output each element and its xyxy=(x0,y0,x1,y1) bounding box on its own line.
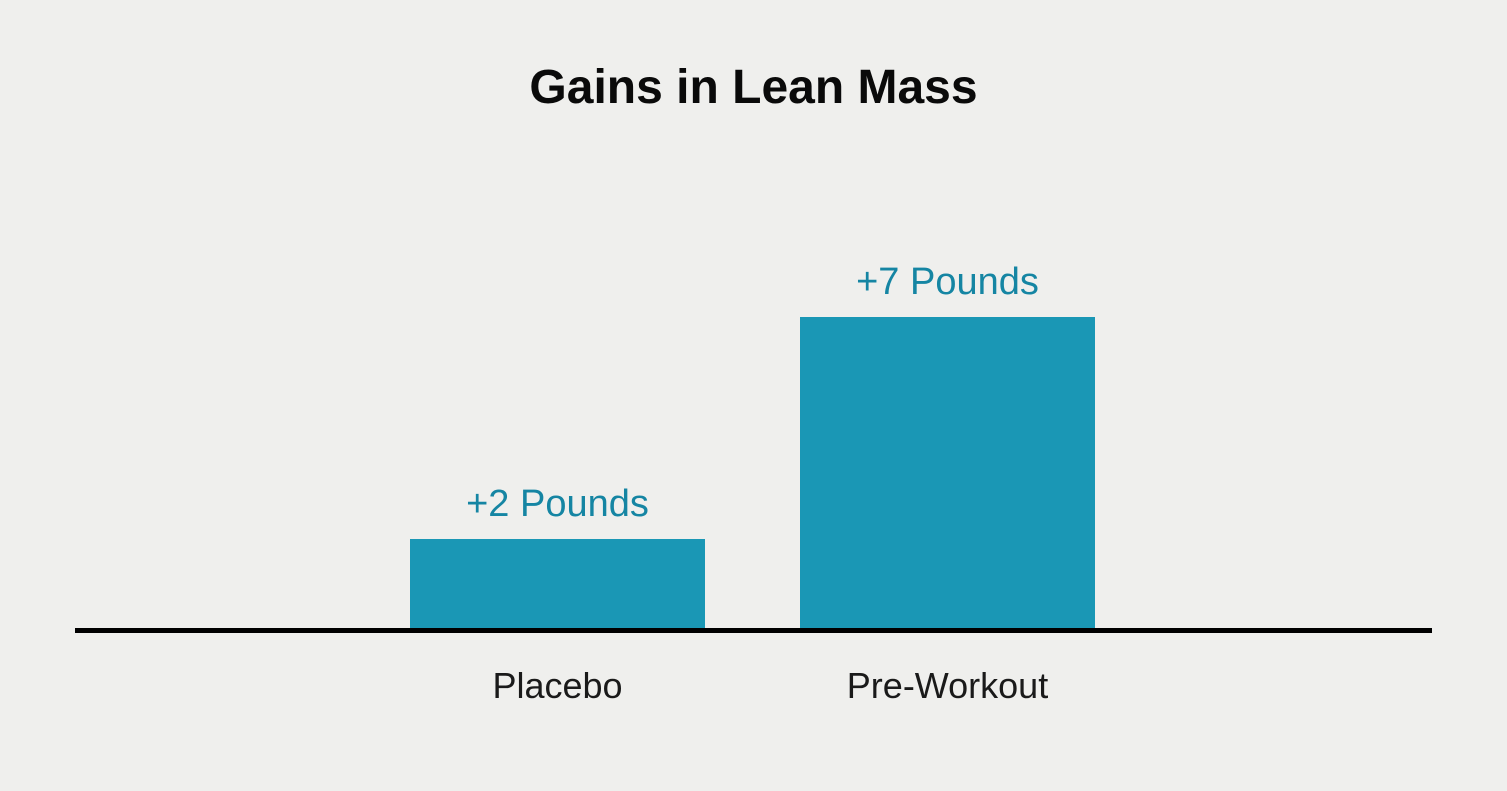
value-label: +7 Pounds xyxy=(800,261,1095,304)
bar-pre-workout xyxy=(800,317,1095,629)
x-axis xyxy=(75,628,1432,633)
chart-background xyxy=(0,0,1507,791)
chart-title: Gains in Lean Mass xyxy=(0,60,1507,115)
value-label: +2 Pounds xyxy=(410,483,705,526)
category-label: Pre-Workout xyxy=(800,665,1095,707)
bar-placebo xyxy=(410,539,705,628)
category-label: Placebo xyxy=(410,665,705,707)
